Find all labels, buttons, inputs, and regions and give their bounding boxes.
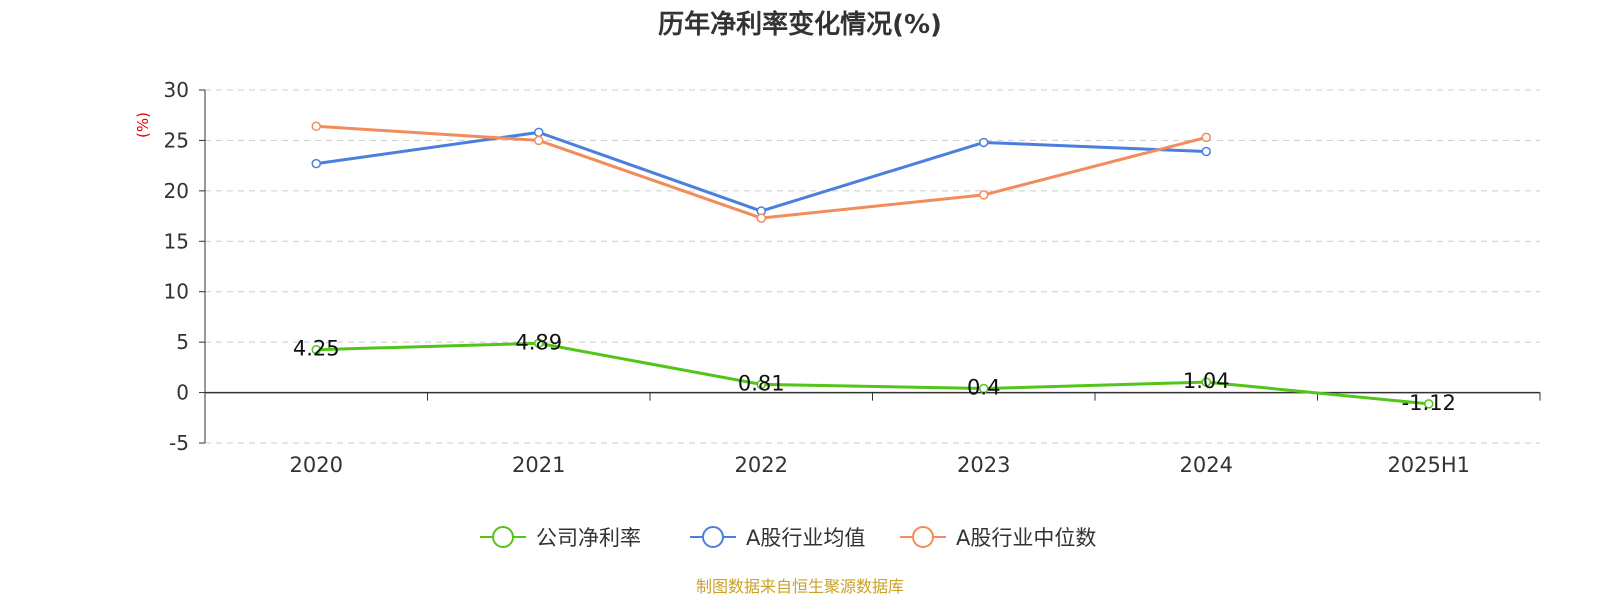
y-tick-label: 5 <box>176 330 189 354</box>
legend-item[interactable]: A股行业中位数 <box>900 526 1096 550</box>
data-point[interactable] <box>1201 377 1211 387</box>
y-axis-label: (%) <box>134 112 152 138</box>
x-tick-label: 2020 <box>290 453 343 477</box>
legend: 公司净利率 A股行业均值 A股行业中位数 <box>480 526 1096 550</box>
x-tick-label: 2025H1 <box>1387 453 1470 477</box>
grid-lines <box>205 89 1540 444</box>
data-point[interactable] <box>534 338 544 349</box>
legend-label: A股行业中位数 <box>956 526 1096 550</box>
legend-marker-icon <box>492 526 514 548</box>
legend-item[interactable]: 公司净利率 <box>480 526 641 550</box>
legend-item[interactable]: A股行业均值 <box>690 526 865 550</box>
axes: 30 25 20 15 10 5 0 -5 2020 2021 2022 2023 2024 2025H1 <box>164 78 1541 477</box>
data-label: 4.89 <box>515 330 562 354</box>
data-label: 0.4 <box>967 376 1000 400</box>
data-point[interactable] <box>979 383 989 394</box>
data-point[interactable] <box>979 137 989 148</box>
data-point[interactable] <box>311 158 321 169</box>
data-point[interactable] <box>1201 132 1211 143</box>
x-tick-label: 2021 <box>512 453 565 477</box>
data-label: 0.81 <box>738 371 785 395</box>
x-tick-label: 2022 <box>735 453 788 477</box>
x-tick-label: 2023 <box>957 453 1010 477</box>
data-point[interactable] <box>756 213 766 223</box>
legend-label: A股行业均值 <box>746 526 865 550</box>
chart-title: 历年净利率变化情况(%) <box>658 9 942 40</box>
data-point[interactable] <box>1201 146 1211 157</box>
series-lines <box>311 121 1434 409</box>
data-label: 4.25 <box>293 337 340 361</box>
y-tick-label: 0 <box>176 381 189 405</box>
y-tick-label: 20 <box>164 179 189 203</box>
data-point[interactable] <box>311 121 321 132</box>
data-point[interactable] <box>1424 399 1434 409</box>
data-point[interactable] <box>979 190 989 200</box>
legend-label: 公司净利率 <box>536 526 641 550</box>
data-label: 1.04 <box>1183 369 1230 393</box>
legend-marker-icon <box>912 526 934 548</box>
x-tick-label: 2024 <box>1180 453 1233 477</box>
data-labels: 4.25 4.89 0.81 0.4 1.04 -1.12 <box>293 330 1456 415</box>
source-note: 制图数据来自恒生聚源数据库 <box>696 577 904 596</box>
data-label: -1.12 <box>1402 391 1456 415</box>
legend-marker-icon <box>702 526 724 548</box>
data-point[interactable] <box>534 135 544 146</box>
data-point[interactable] <box>311 344 321 355</box>
data-point[interactable] <box>534 127 544 138</box>
data-point[interactable] <box>756 379 766 390</box>
y-tick-label: 10 <box>164 280 189 304</box>
y-tick-label: 30 <box>164 78 189 102</box>
y-tick-label: -5 <box>169 431 189 455</box>
y-tick-label: 15 <box>164 229 189 253</box>
series-line <box>316 341 1429 406</box>
y-tick-label: 25 <box>164 128 189 152</box>
